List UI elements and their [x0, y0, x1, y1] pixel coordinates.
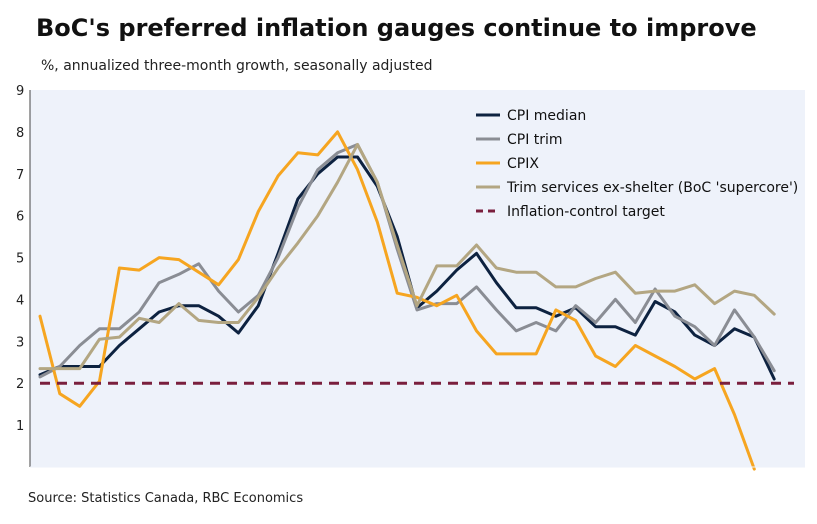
legend-label: CPI trim	[507, 132, 563, 148]
y-tick-label: 8	[16, 126, 24, 141]
plot-background	[30, 90, 805, 467]
y-tick-label: 3	[16, 335, 24, 350]
legend-label: CPI median	[507, 108, 586, 124]
y-tick-label: 6	[16, 210, 24, 225]
series-line-cpix	[38, 130, 756, 471]
y-axis-ticks: 1 2 3 4 5 6 7 8 9	[16, 84, 24, 434]
legend-label: Trim services ex-shelter (BoC 'supercore…	[506, 180, 798, 196]
y-tick-label: 1	[16, 419, 24, 434]
series-lines	[38, 130, 794, 471]
y-tick-label: 4	[16, 293, 24, 308]
chart-subtitle: %, annualized three-month growth, season…	[41, 58, 433, 74]
legend-label: Inflation-control target	[507, 204, 665, 220]
series-line-trim-services-ex-shelter-boc-supercore	[38, 143, 776, 371]
legend: CPI median CPI trim CPIX Trim services ex-s…	[476, 108, 798, 220]
y-tick-label: 7	[16, 168, 24, 183]
source-note: Source: Statistics Canada, RBC Economics	[28, 491, 304, 506]
y-tick-label: 2	[16, 377, 24, 392]
y-tick-label: 5	[16, 252, 24, 267]
chart-title: BoC's preferred inflation gauges continu…	[36, 14, 757, 42]
legend-label: CPIX	[507, 156, 539, 172]
y-tick-label: 9	[16, 84, 24, 99]
